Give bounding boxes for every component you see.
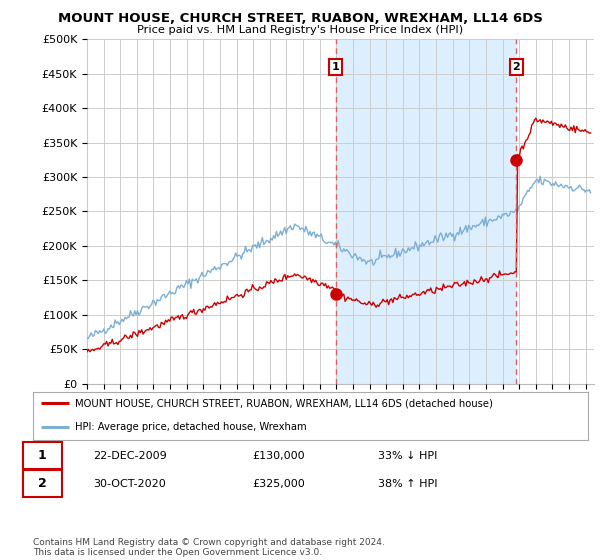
Text: Contains HM Land Registry data © Crown copyright and database right 2024.
This d: Contains HM Land Registry data © Crown c… [33,538,385,557]
Bar [336,39,517,384]
Text: 22-DEC-2009: 22-DEC-2009 [93,451,167,461]
Text: 38% ↑ HPI: 38% ↑ HPI [378,479,437,489]
Text: 33% ↓ HPI: 33% ↓ HPI [378,451,437,461]
Text: MOUNT HOUSE, CHURCH STREET, RUABON, WREXHAM, LL14 6DS: MOUNT HOUSE, CHURCH STREET, RUABON, WREX… [58,12,542,25]
Text: MOUNT HOUSE, CHURCH STREET, RUABON, WREXHAM, LL14 6DS (detached house): MOUNT HOUSE, CHURCH STREET, RUABON, WREX… [74,398,493,408]
Text: £130,000: £130,000 [252,451,305,461]
Text: HPI: Average price, detached house, Wrexham: HPI: Average price, detached house, Wrex… [74,422,306,432]
Text: 2: 2 [38,477,46,491]
Text: £325,000: £325,000 [252,479,305,489]
Text: 2: 2 [512,62,520,72]
Text: 1: 1 [332,62,340,72]
Text: 30-OCT-2020: 30-OCT-2020 [93,479,166,489]
Text: 1: 1 [38,449,46,463]
Text: Price paid vs. HM Land Registry's House Price Index (HPI): Price paid vs. HM Land Registry's House … [137,25,463,35]
